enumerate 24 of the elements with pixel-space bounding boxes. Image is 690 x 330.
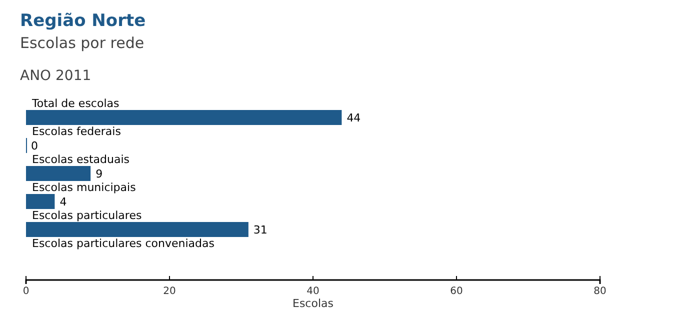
x-tick-label: 80 — [594, 286, 606, 298]
y-tick-label: Escolas particulares — [32, 209, 142, 222]
x-tick-label: 40 — [306, 286, 320, 298]
bar — [26, 194, 55, 209]
x-tick-label: 20 — [163, 286, 176, 298]
bar — [26, 222, 248, 237]
data-label: 31 — [253, 224, 268, 236]
data-label: 4 — [60, 196, 67, 208]
x-tick-label: 0 — [22, 286, 30, 298]
bar — [26, 166, 91, 181]
x-tick-label: 60 — [450, 286, 463, 298]
bar — [26, 110, 342, 125]
y-tick-label: Escolas estaduais — [32, 153, 130, 166]
data-label: 9 — [96, 168, 103, 180]
text: ANO 2011 — [20, 68, 92, 84]
chart-title: Região Norte — [20, 11, 146, 31]
y-tick-label: Total de escolas — [31, 97, 120, 110]
chart-subtitle: Escolas por rede — [20, 34, 144, 52]
data-label: 44 — [346, 112, 361, 124]
y-tick-label: Escolas federais — [32, 125, 122, 138]
data-label: 0 — [31, 140, 38, 152]
y-tick-label: Escolas municipais — [32, 181, 136, 194]
x-axis-title: Escolas — [292, 297, 334, 310]
y-tick-label: Escolas particulares conveniadas — [32, 237, 215, 250]
